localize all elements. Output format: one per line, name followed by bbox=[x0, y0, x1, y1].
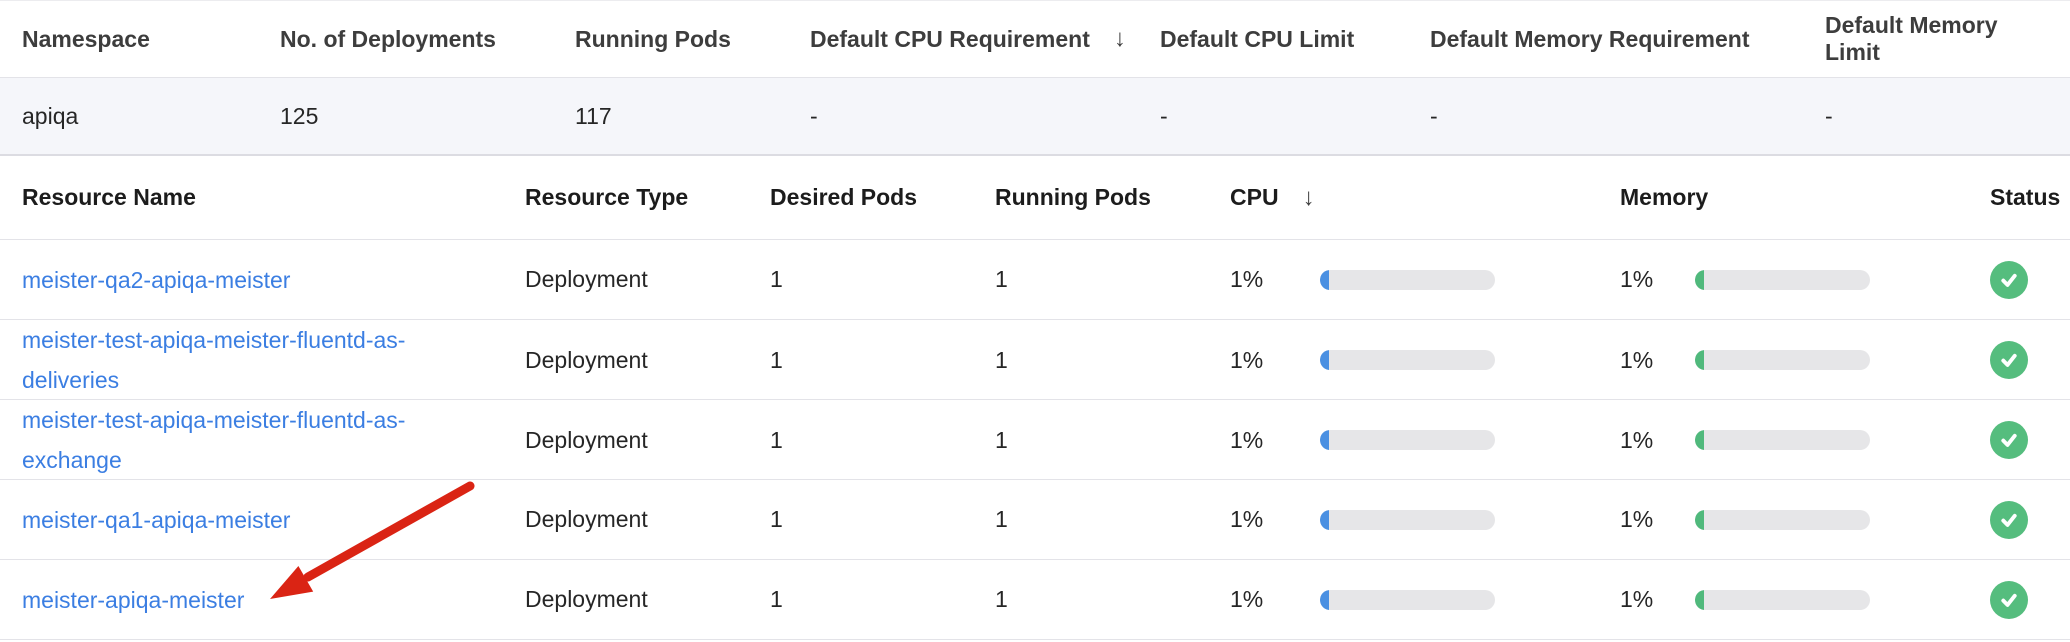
namespace-row: apiqa 125 117 - - - - bbox=[0, 78, 2070, 156]
cpu-usage-bar bbox=[1320, 430, 1495, 450]
memory-percent: 1% bbox=[1620, 586, 1654, 612]
column-label: Running Pods bbox=[575, 25, 731, 52]
status-ok-icon bbox=[1990, 341, 2028, 379]
default-cpu-limit-value: - bbox=[1160, 102, 1168, 129]
memory-usage-bar bbox=[1695, 509, 1870, 530]
resource-type: Deployment bbox=[525, 346, 648, 373]
cpu-percent: 1% bbox=[1230, 586, 1264, 612]
running-pods-count: 117 bbox=[575, 102, 612, 129]
running-pods-count: 1 bbox=[995, 506, 1008, 532]
table-row: meister-qa2-apiqa-meister Deployment 1 1… bbox=[0, 240, 2070, 320]
sort-descending-icon: ↓ bbox=[1113, 25, 1126, 52]
column-header-deployments: No. of Deployments bbox=[280, 26, 575, 53]
column-label: Default Memory Limit bbox=[1825, 12, 1998, 65]
desired-pods-count: 1 bbox=[770, 266, 783, 292]
column-label: Default CPU Requirement bbox=[810, 25, 1090, 52]
memory-percent: 1% bbox=[1620, 426, 1654, 453]
running-pods-count: 1 bbox=[995, 266, 1008, 292]
desired-pods-count: 1 bbox=[770, 586, 783, 612]
resource-type: Deployment bbox=[525, 266, 648, 292]
status-ok-icon bbox=[1990, 421, 2028, 459]
desired-pods-count: 1 bbox=[770, 506, 783, 532]
column-header-default-cpu-limit: Default CPU Limit bbox=[1160, 26, 1430, 53]
sort-descending-icon: ↓ bbox=[1302, 183, 1315, 211]
column-header-default-memory-requirement: Default Memory Requirement bbox=[1430, 26, 1825, 53]
cpu-usage-bar bbox=[1320, 589, 1495, 610]
memory-usage-bar bbox=[1695, 350, 1870, 370]
status-ok-icon bbox=[1990, 260, 2028, 299]
running-pods-count: 1 bbox=[995, 586, 1008, 612]
column-label: Default Memory Requirement bbox=[1430, 25, 1750, 52]
resource-name-link[interactable]: meister-apiqa-meister bbox=[22, 586, 245, 613]
memory-usage-bar bbox=[1695, 269, 1870, 290]
default-cpu-requirement-value: - bbox=[810, 102, 818, 129]
column-header-memory: Memory bbox=[1620, 184, 1990, 211]
table-row: meister-test-apiqa-meister-fluentd-as-de… bbox=[0, 320, 2070, 400]
resource-type: Deployment bbox=[525, 506, 648, 532]
table-row: meister-test-apiqa-meister-fluentd-as-ex… bbox=[0, 400, 2070, 480]
namespace-name: apiqa bbox=[22, 102, 79, 129]
resource-type: Deployment bbox=[525, 426, 648, 453]
resource-name-link[interactable]: meister-qa1-apiqa-meister bbox=[22, 506, 291, 533]
column-label: CPU bbox=[1230, 184, 1279, 210]
resource-name-link[interactable]: meister-test-apiqa-meister-fluentd-as-de… bbox=[22, 327, 406, 393]
column-label: Status bbox=[1990, 184, 2061, 210]
column-label: Running Pods bbox=[995, 184, 1151, 210]
column-label: Desired Pods bbox=[770, 184, 917, 210]
resource-type: Deployment bbox=[525, 586, 648, 612]
cpu-usage-bar bbox=[1320, 509, 1495, 530]
running-pods-count: 1 bbox=[995, 426, 1008, 453]
resource-table-header: Resource Name Resource Type Desired Pods… bbox=[0, 156, 2070, 240]
status-ok-icon bbox=[1990, 500, 2028, 539]
default-memory-requirement-value: - bbox=[1430, 102, 1438, 129]
resource-name-link[interactable]: meister-test-apiqa-meister-fluentd-as-ex… bbox=[22, 407, 406, 473]
table-row: meister-apiqa-meister Deployment 1 1 1% … bbox=[0, 560, 2070, 640]
column-label: Resource Type bbox=[525, 184, 689, 210]
cpu-usage-bar bbox=[1320, 350, 1495, 370]
running-pods-count: 1 bbox=[995, 346, 1008, 373]
memory-percent: 1% bbox=[1620, 266, 1654, 292]
memory-percent: 1% bbox=[1620, 506, 1654, 532]
namespace-table-header: Namespace No. of Deployments Running Pod… bbox=[0, 0, 2070, 78]
desired-pods-count: 1 bbox=[770, 426, 783, 453]
column-header-running-pods: Running Pods bbox=[575, 26, 810, 53]
column-label: Default CPU Limit bbox=[1160, 25, 1355, 52]
cpu-percent: 1% bbox=[1230, 506, 1264, 532]
column-header-cpu[interactable]: CPU ↓ bbox=[1230, 184, 1620, 212]
cpu-percent: 1% bbox=[1230, 346, 1264, 373]
default-memory-limit-value: - bbox=[1825, 102, 1833, 129]
memory-usage-bar bbox=[1695, 589, 1870, 610]
column-label: Namespace bbox=[22, 25, 150, 52]
cpu-usage-bar bbox=[1320, 269, 1495, 290]
column-header-status: Status bbox=[1990, 184, 2060, 211]
cpu-percent: 1% bbox=[1230, 426, 1264, 453]
memory-usage-bar bbox=[1695, 430, 1870, 450]
status-ok-icon bbox=[1990, 580, 2028, 619]
column-header-default-cpu-requirement[interactable]: Default CPU Requirement ↓ bbox=[810, 25, 1160, 53]
resource-name-link[interactable]: meister-qa2-apiqa-meister bbox=[22, 266, 291, 293]
cpu-percent: 1% bbox=[1230, 266, 1264, 292]
column-header-desired-pods: Desired Pods bbox=[770, 184, 995, 211]
column-header-running-pods: Running Pods bbox=[995, 184, 1230, 211]
column-label: No. of Deployments bbox=[280, 25, 496, 52]
table-row: meister-qa1-apiqa-meister Deployment 1 1… bbox=[0, 480, 2070, 560]
column-label: Resource Name bbox=[22, 184, 196, 210]
desired-pods-count: 1 bbox=[770, 346, 783, 373]
column-header-default-memory-limit: Default Memory Limit bbox=[1825, 12, 2048, 66]
column-header-namespace: Namespace bbox=[22, 26, 280, 53]
column-header-resource-name: Resource Name bbox=[22, 184, 525, 211]
column-label: Memory bbox=[1620, 184, 1709, 210]
memory-percent: 1% bbox=[1620, 346, 1654, 373]
column-header-resource-type: Resource Type bbox=[525, 184, 770, 211]
deployments-count: 125 bbox=[280, 102, 319, 129]
resource-table-body: meister-qa2-apiqa-meister Deployment 1 1… bbox=[0, 240, 2070, 640]
